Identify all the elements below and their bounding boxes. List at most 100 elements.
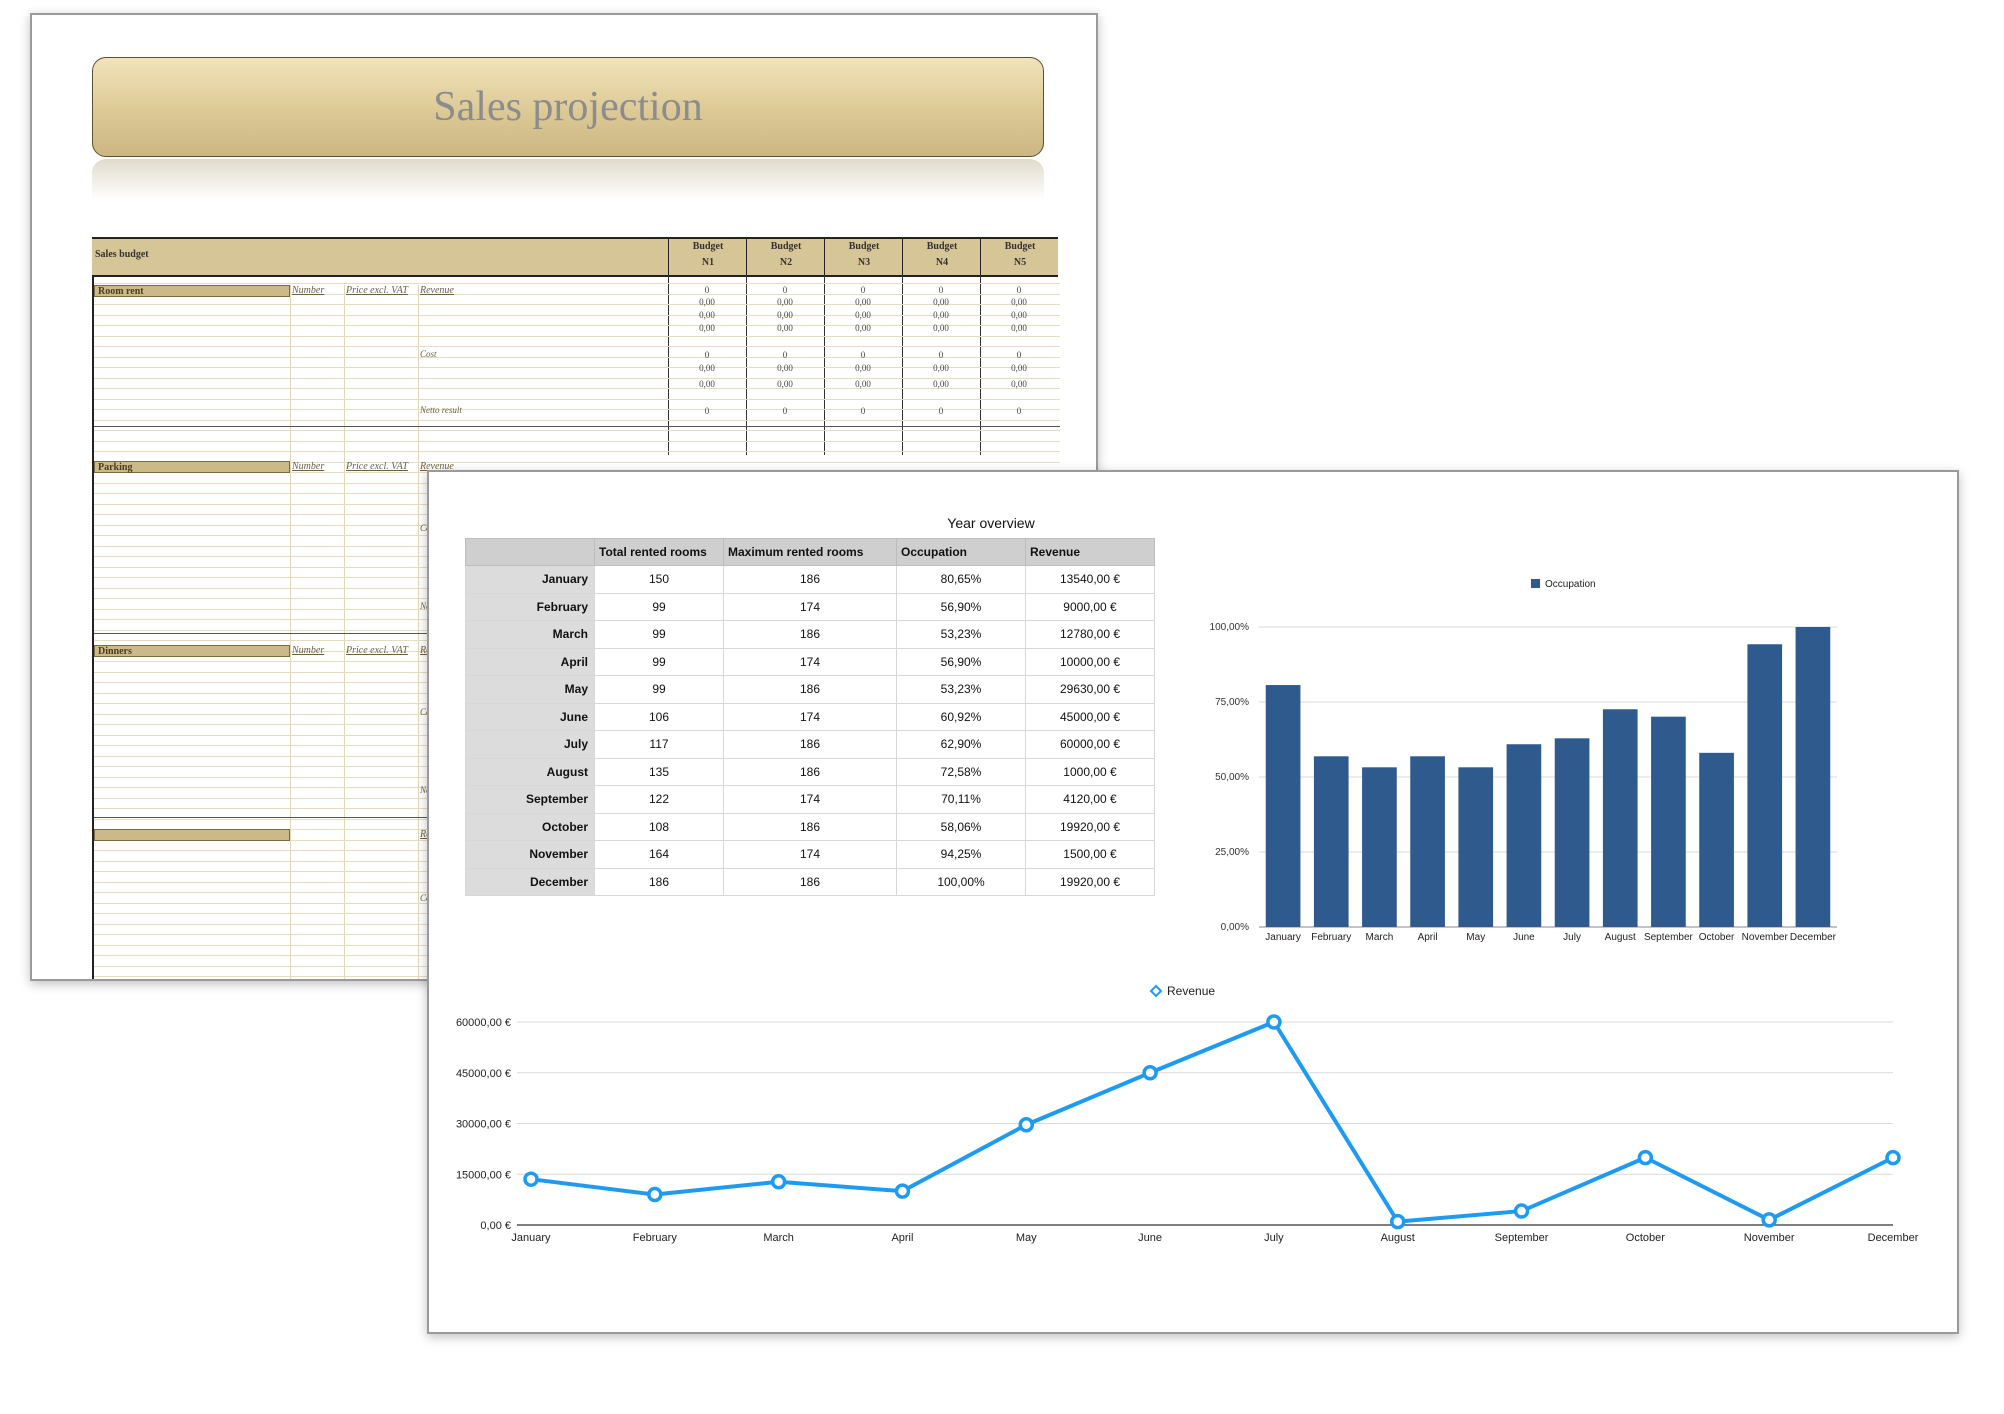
y-tick-label: 50,00%	[1215, 772, 1249, 783]
x-tick-label: July	[1563, 932, 1581, 942]
grid-line	[94, 335, 1060, 337]
budget-value: 0,00	[855, 379, 871, 389]
table-cell: 9000,00 €	[1025, 592, 1155, 621]
x-tick-label: December	[1868, 1232, 1919, 1244]
table-cell: 1500,00 €	[1025, 840, 1155, 869]
legend-label: Occupation	[1545, 579, 1596, 590]
month-cell: February	[465, 592, 595, 621]
table-cell: 56,90%	[896, 592, 1026, 621]
budget-value: 0	[860, 285, 866, 295]
price-caption: Price excl. VAT	[346, 461, 408, 472]
table-cell: 80,65%	[896, 565, 1026, 594]
grid-line	[418, 285, 419, 979]
x-tick-label: August	[1605, 932, 1636, 942]
table-cell: 186	[723, 812, 897, 841]
table-cell: 106	[594, 702, 724, 731]
y-tick-label: 30000,00 €	[456, 1119, 511, 1131]
table-cell: 45000,00 €	[1025, 702, 1155, 731]
table-row: March 99 186 53,23% 12780,00 €	[465, 620, 1155, 649]
budget-section-label: Room rent	[94, 285, 290, 297]
table-cell: 186	[723, 675, 897, 704]
budget-value: 0,00	[1011, 379, 1027, 389]
page-title: Sales projection	[433, 84, 703, 130]
x-tick-label: May	[1466, 932, 1485, 942]
budget-column-label: Budget	[848, 241, 880, 252]
revenue-point	[1761, 1212, 1777, 1228]
table-row: December 186 186 100,00% 19920,00 €	[465, 867, 1155, 896]
occupation-bar	[1554, 738, 1590, 927]
budget-table-header: Sales budget Budget N1 Budget N2 Budget N3 Bud…	[92, 237, 1058, 277]
grid-line	[980, 275, 981, 455]
budget-value: 0	[782, 285, 788, 295]
revenue-point	[1389, 1213, 1406, 1230]
budget-value: 0,00	[933, 297, 949, 307]
budget-value: 0,00	[1011, 297, 1027, 307]
revenue-point	[1637, 1149, 1654, 1166]
table-cell: 100,00%	[896, 867, 1026, 896]
revenue-caption: Revenue	[420, 285, 454, 296]
x-tick-label: February	[1311, 932, 1351, 942]
budget-value: 0	[938, 285, 944, 295]
budget-column-year: N4	[935, 257, 949, 268]
grid-line	[94, 377, 1060, 379]
table-cell: 186	[723, 565, 897, 594]
budget-value: 0,00	[699, 310, 715, 320]
y-tick-label: 0,00%	[1221, 922, 1249, 933]
table-cell: 13540,00 €	[1025, 565, 1155, 594]
grid-line	[94, 388, 1060, 389]
table-header-row: Total rented rooms Maximum rented rooms Oc…	[465, 538, 1155, 566]
occupation-bar	[1362, 767, 1397, 927]
number-caption: Number	[292, 461, 325, 472]
table-cell: 60000,00 €	[1025, 730, 1155, 759]
table-cell: 117	[594, 730, 724, 759]
x-tick-label: June	[1138, 1232, 1162, 1244]
budget-value: 0	[782, 350, 788, 360]
budget-value: 0,00	[777, 323, 793, 333]
budget-section-label: Dinners	[94, 645, 290, 657]
budget-column-label: Budget	[926, 241, 958, 252]
occupation-bar	[1458, 767, 1494, 927]
budget-column-header: Budget N1	[668, 239, 747, 275]
occupation-bar	[1410, 756, 1445, 927]
table-cell: 53,23%	[896, 675, 1026, 704]
table-row: November 164 174 94,25% 1500,00 €	[465, 840, 1155, 869]
table-cell: 186	[723, 620, 897, 649]
x-tick-label: September	[1644, 932, 1694, 942]
table-column-header: Occupation	[896, 538, 1026, 566]
x-tick-label: May	[1016, 1232, 1037, 1244]
budget-value: 0,00	[933, 363, 949, 373]
grid-line	[94, 409, 1060, 410]
x-tick-label: November	[1744, 1232, 1795, 1244]
table-cell: 174	[723, 840, 897, 869]
grid-line	[94, 419, 1060, 421]
table-row: May 99 186 53,23% 29630,00 €	[465, 675, 1155, 704]
budget-value: 0,00	[933, 310, 949, 320]
month-cell: July	[465, 730, 595, 759]
table-cell: 29630,00 €	[1025, 675, 1155, 704]
y-tick-label: 75,00%	[1215, 697, 1249, 708]
grid-line	[94, 304, 1060, 305]
table-row: September 122 174 70,11% 4120,00 €	[465, 785, 1155, 814]
x-tick-label: January	[511, 1232, 551, 1244]
budget-section-label	[94, 829, 290, 841]
grid-line	[824, 275, 825, 455]
budget-value: 0,00	[855, 310, 871, 320]
budget-table-title: Sales budget	[95, 249, 149, 260]
table-cell: 186	[723, 730, 897, 759]
month-cell: October	[465, 812, 595, 841]
table-column-header: Total rented rooms	[594, 538, 724, 566]
table-cell: 60,92%	[896, 702, 1026, 731]
month-cell: March	[465, 620, 595, 649]
table-cell: 72,58%	[896, 757, 1026, 786]
grid-line	[94, 325, 1060, 326]
budget-value: 0	[938, 350, 944, 360]
cost-caption: Cost	[420, 349, 437, 359]
grid-line	[94, 367, 1060, 368]
y-tick-label: 15000,00 €	[456, 1169, 511, 1181]
budget-value: 0	[782, 406, 788, 416]
grid-line	[94, 283, 1060, 284]
budget-value: 0,00	[699, 363, 715, 373]
budget-value: 0	[1016, 285, 1022, 295]
budget-value: 0,00	[1011, 310, 1027, 320]
table-column-header	[465, 538, 595, 566]
